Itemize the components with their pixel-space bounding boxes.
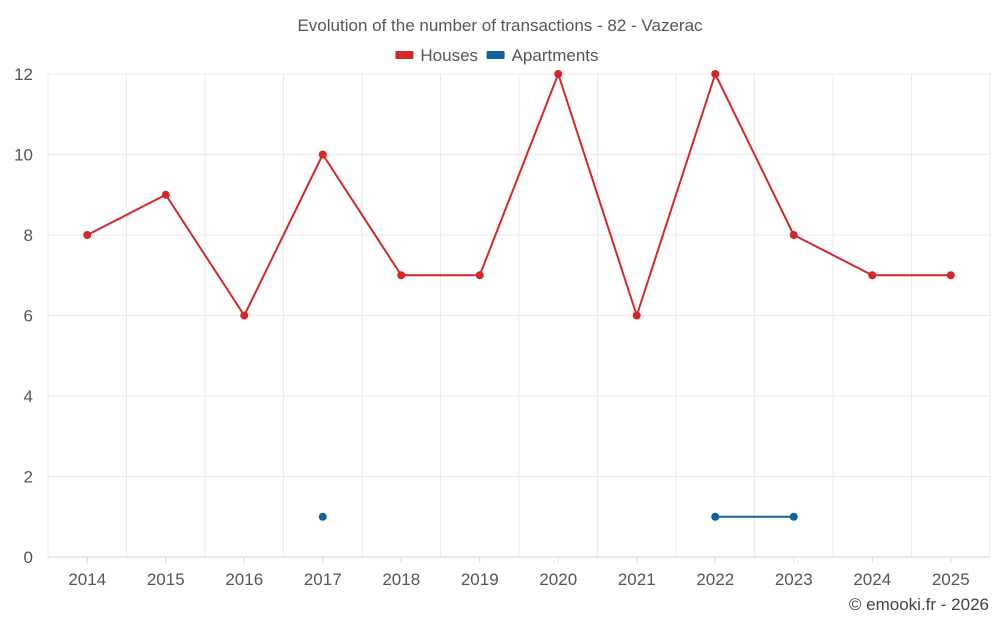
series-line-segment	[164, 193, 246, 317]
data-point-apartments[interactable]	[318, 512, 327, 521]
series-line-segment	[557, 73, 638, 317]
series-line-segment	[478, 73, 560, 277]
y-tick-label: 4	[24, 387, 33, 406]
x-tick-label: 2018	[382, 570, 420, 589]
data-point-houses[interactable]	[946, 271, 955, 280]
y-tick-label: 0	[24, 548, 33, 567]
x-tick-label: 2025	[932, 570, 970, 589]
series-line-segment	[792, 234, 874, 277]
data-point-apartments[interactable]	[789, 512, 798, 521]
series-line-segment	[635, 73, 717, 317]
series-line-segment	[243, 153, 324, 317]
series-line-segment	[86, 193, 167, 236]
x-tick-label: 2015	[147, 570, 185, 589]
y-tick-label: 6	[24, 307, 33, 326]
legend-swatch	[395, 51, 414, 59]
series-apartments	[318, 512, 798, 521]
y-tick-label: 10	[14, 146, 33, 165]
data-point-houses[interactable]	[711, 70, 720, 78]
data-point-houses[interactable]	[632, 311, 641, 320]
data-point-houses[interactable]	[240, 311, 249, 320]
y-tick-label: 2	[24, 468, 33, 487]
x-tick-label: 2020	[539, 570, 577, 589]
y-tick-label: 8	[24, 226, 33, 245]
series-houses	[83, 70, 955, 320]
legend-item-houses[interactable]: Houses	[395, 46, 478, 65]
axes: 0 2 4 6 8 10 12 2014 2015 2016 2017 2018 2019 2020 202…	[14, 65, 990, 589]
data-point-houses[interactable]	[475, 271, 484, 280]
x-tick-label: 2017	[304, 570, 342, 589]
data-point-houses[interactable]	[554, 70, 563, 78]
x-tick-label: 2019	[461, 570, 499, 589]
chart-title: Evolution of the number of transactions …	[297, 16, 703, 35]
x-tick-label: 2024	[853, 570, 891, 589]
credit-text: © emooki.fr - 2026	[849, 595, 989, 614]
series-line-segment	[321, 153, 403, 277]
y-tick-label: 12	[14, 65, 33, 84]
data-point-houses[interactable]	[868, 271, 877, 280]
x-tick-label: 2016	[225, 570, 263, 589]
x-tick-label: 2023	[775, 570, 813, 589]
data-point-houses[interactable]	[83, 231, 92, 239]
legend-swatch	[486, 51, 505, 59]
x-tick-label: 2022	[696, 570, 734, 589]
data-point-apartments[interactable]	[711, 512, 720, 521]
series-layer	[83, 70, 955, 521]
grid	[47, 73, 991, 557]
legend-label: Houses	[420, 46, 478, 65]
x-tick-label: 2014	[68, 570, 106, 589]
series-line-segment	[714, 73, 795, 236]
legend: Houses Apartments	[395, 46, 599, 65]
data-point-houses[interactable]	[318, 150, 327, 159]
data-point-houses[interactable]	[161, 190, 170, 199]
data-point-houses[interactable]	[397, 271, 406, 280]
legend-item-apartments[interactable]: Apartments	[486, 46, 599, 65]
legend-label: Apartments	[512, 46, 599, 65]
x-tick-label: 2021	[618, 570, 656, 589]
data-point-houses[interactable]	[789, 231, 798, 239]
